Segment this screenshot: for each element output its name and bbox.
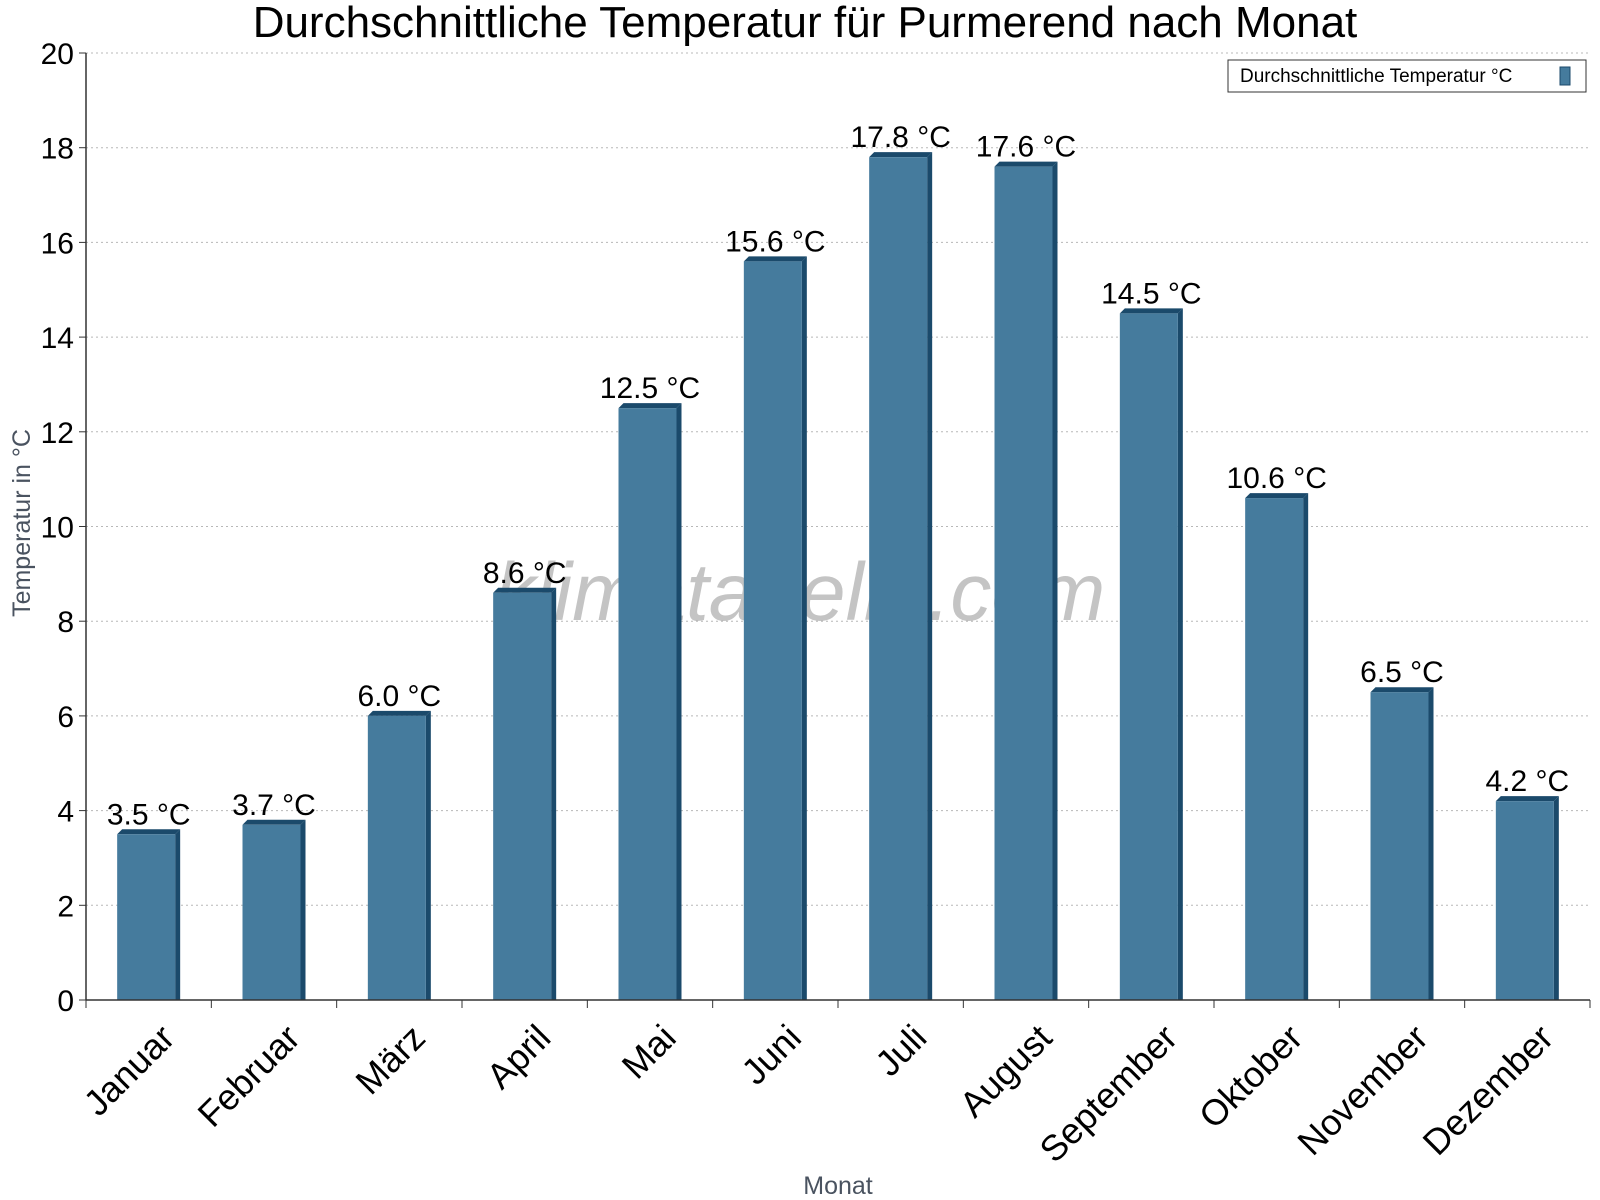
x-tick-label-september: September	[1031, 1017, 1185, 1171]
legend: Durchschnittliche Temperatur °C	[1227, 59, 1587, 93]
bar-side	[927, 152, 933, 1001]
bar-side	[1177, 308, 1183, 1000]
bar-front	[743, 261, 802, 1001]
bar-top	[117, 829, 181, 835]
bar-side	[1553, 796, 1559, 1000]
x-tick-label-august: August	[951, 1017, 1059, 1125]
y-axis-label: Temperatur in °C	[8, 429, 36, 617]
bar-top	[994, 161, 1058, 167]
bar-side	[425, 710, 431, 1000]
data-label-februar: 3.7 °C	[232, 789, 316, 822]
bar-januar	[117, 829, 181, 1000]
bar-front	[994, 166, 1053, 1000]
x-tick-label-dezember: Dezember	[1415, 1017, 1561, 1163]
bar-top	[743, 256, 807, 262]
bar-top	[1495, 796, 1559, 802]
bar-front	[618, 408, 677, 1000]
x-tick-label-mai: Mai	[614, 1017, 684, 1087]
bars	[117, 152, 1559, 1001]
bar-dezember	[1495, 796, 1559, 1000]
bar-front	[367, 715, 426, 1000]
bar-top	[869, 152, 933, 158]
x-tick-label-märz: März	[347, 1017, 433, 1103]
legend-label: Durchschnittliche Temperatur °C	[1240, 66, 1512, 87]
bar-oktober	[1245, 493, 1309, 1000]
data-label-april: 8.6 °C	[483, 557, 567, 590]
bar-top	[1245, 493, 1309, 499]
bar-side	[1428, 687, 1434, 1000]
legend-box	[1227, 59, 1587, 93]
grid-lines	[86, 52, 1590, 906]
x-axis-label: Monat	[803, 1172, 873, 1200]
bar-front	[1370, 692, 1429, 1000]
chart-title: Durchschnittliche Temperatur für Purmere…	[253, 0, 1358, 47]
data-labels: 3.5 °C 3.7 °C 6.0 °C 8.6 °C 12.5 °C 15.6 °C 17…	[107, 121, 1569, 831]
y-tick-label-6: 6	[57, 701, 74, 734]
y-tick-label-10: 10	[41, 512, 74, 545]
data-label-märz: 6.0 °C	[357, 680, 441, 713]
data-label-juli: 17.8 °C	[850, 121, 950, 154]
data-label-mai: 12.5 °C	[600, 372, 700, 405]
y-tick-label-4: 4	[57, 796, 74, 829]
y-tick-label-12: 12	[41, 417, 74, 450]
bar-front	[1245, 498, 1304, 1000]
data-label-januar: 3.5 °C	[107, 798, 191, 831]
bar-side	[300, 819, 306, 1000]
y-tick-label-8: 8	[57, 606, 74, 639]
bar-juni	[743, 256, 807, 1001]
x-tick-label-november: November	[1289, 1017, 1435, 1163]
bar-mai	[618, 403, 682, 1000]
data-label-juni: 15.6 °C	[725, 225, 825, 258]
x-tick-label-april: April	[478, 1017, 558, 1097]
bar-front	[1119, 313, 1178, 1000]
y-tick-label-14: 14	[41, 322, 74, 355]
bar-top	[242, 819, 306, 825]
x-tick-label-januar: Januar	[75, 1017, 182, 1124]
bar-juli	[869, 152, 933, 1001]
bar-front	[1495, 801, 1554, 1000]
bar-side	[676, 403, 682, 1000]
data-label-november: 6.5 °C	[1360, 656, 1444, 689]
bar-top	[1370, 687, 1434, 693]
bar-front	[493, 592, 552, 1000]
bar-front	[117, 834, 176, 1000]
bar-märz	[367, 710, 431, 1000]
bar-top	[1119, 308, 1183, 314]
data-label-august: 17.6 °C	[976, 131, 1076, 164]
bar-side	[551, 587, 557, 1000]
y-tick-label-0: 0	[57, 985, 74, 1018]
x-tick-label-juli: Juli	[867, 1017, 934, 1084]
legend-swatch	[1559, 66, 1571, 86]
bar-side	[1303, 493, 1309, 1000]
y-tick-label-16: 16	[41, 227, 74, 260]
bar-top	[367, 710, 431, 716]
x-tick-label-oktober: Oktober	[1191, 1017, 1311, 1137]
y-tick-label-20: 20	[41, 38, 74, 71]
bar-top	[493, 587, 557, 593]
bar-november	[1370, 687, 1434, 1000]
bar-februar	[242, 819, 306, 1000]
bar-front	[242, 824, 301, 1000]
data-label-september: 14.5 °C	[1101, 277, 1201, 310]
bar-side	[1052, 161, 1058, 1000]
bar-august	[994, 161, 1058, 1000]
x-tick-label-juni: Juni	[733, 1017, 809, 1093]
data-label-dezember: 4.2 °C	[1485, 765, 1569, 798]
bar-side	[175, 829, 181, 1000]
bar-front	[869, 157, 928, 1001]
bar-top	[618, 403, 682, 409]
y-tick-label-18: 18	[41, 133, 74, 166]
data-label-oktober: 10.6 °C	[1226, 462, 1326, 495]
bar-side	[801, 256, 807, 1001]
bar-april	[493, 587, 557, 1000]
bar-september	[1119, 308, 1183, 1000]
x-tick-label-februar: Februar	[190, 1017, 308, 1135]
y-tick-label-2: 2	[57, 890, 74, 923]
